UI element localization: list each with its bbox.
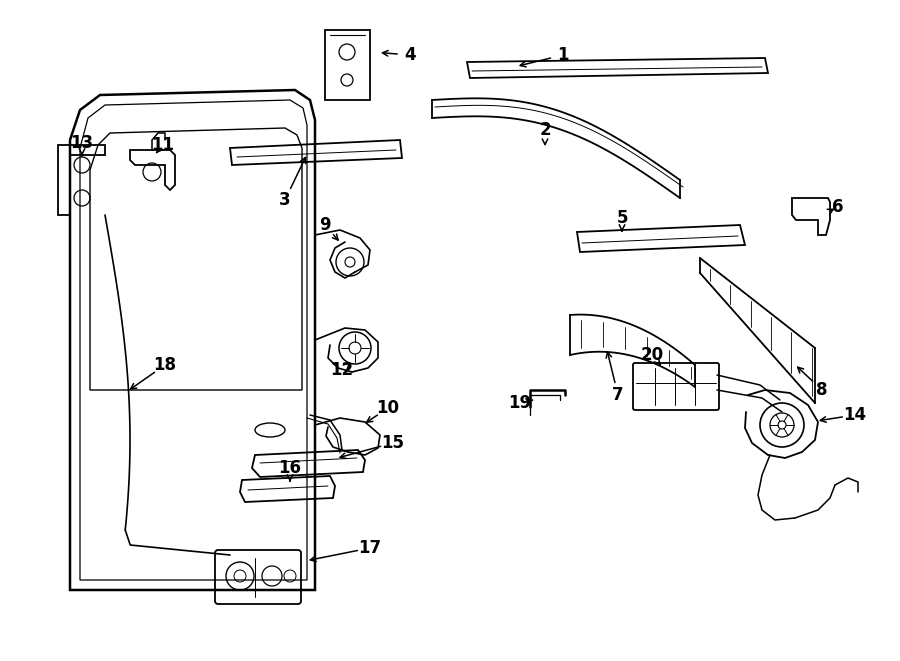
Text: 16: 16 [278,459,302,477]
Text: 4: 4 [404,46,416,64]
Text: 12: 12 [330,361,354,379]
Text: 20: 20 [641,346,663,364]
Text: 11: 11 [151,136,175,154]
Text: 18: 18 [154,356,176,374]
Text: 5: 5 [616,209,628,227]
Text: 2: 2 [539,121,551,139]
Text: 3: 3 [279,191,291,209]
Text: 19: 19 [508,394,532,412]
Text: 9: 9 [320,216,331,234]
Text: 14: 14 [843,406,867,424]
Text: 6: 6 [832,198,844,216]
Text: 17: 17 [358,539,382,557]
Text: 8: 8 [816,381,828,399]
Text: 13: 13 [70,134,94,152]
Text: 10: 10 [376,399,400,417]
Text: 1: 1 [557,46,569,64]
Text: 7: 7 [612,386,624,404]
Text: 15: 15 [382,434,404,452]
